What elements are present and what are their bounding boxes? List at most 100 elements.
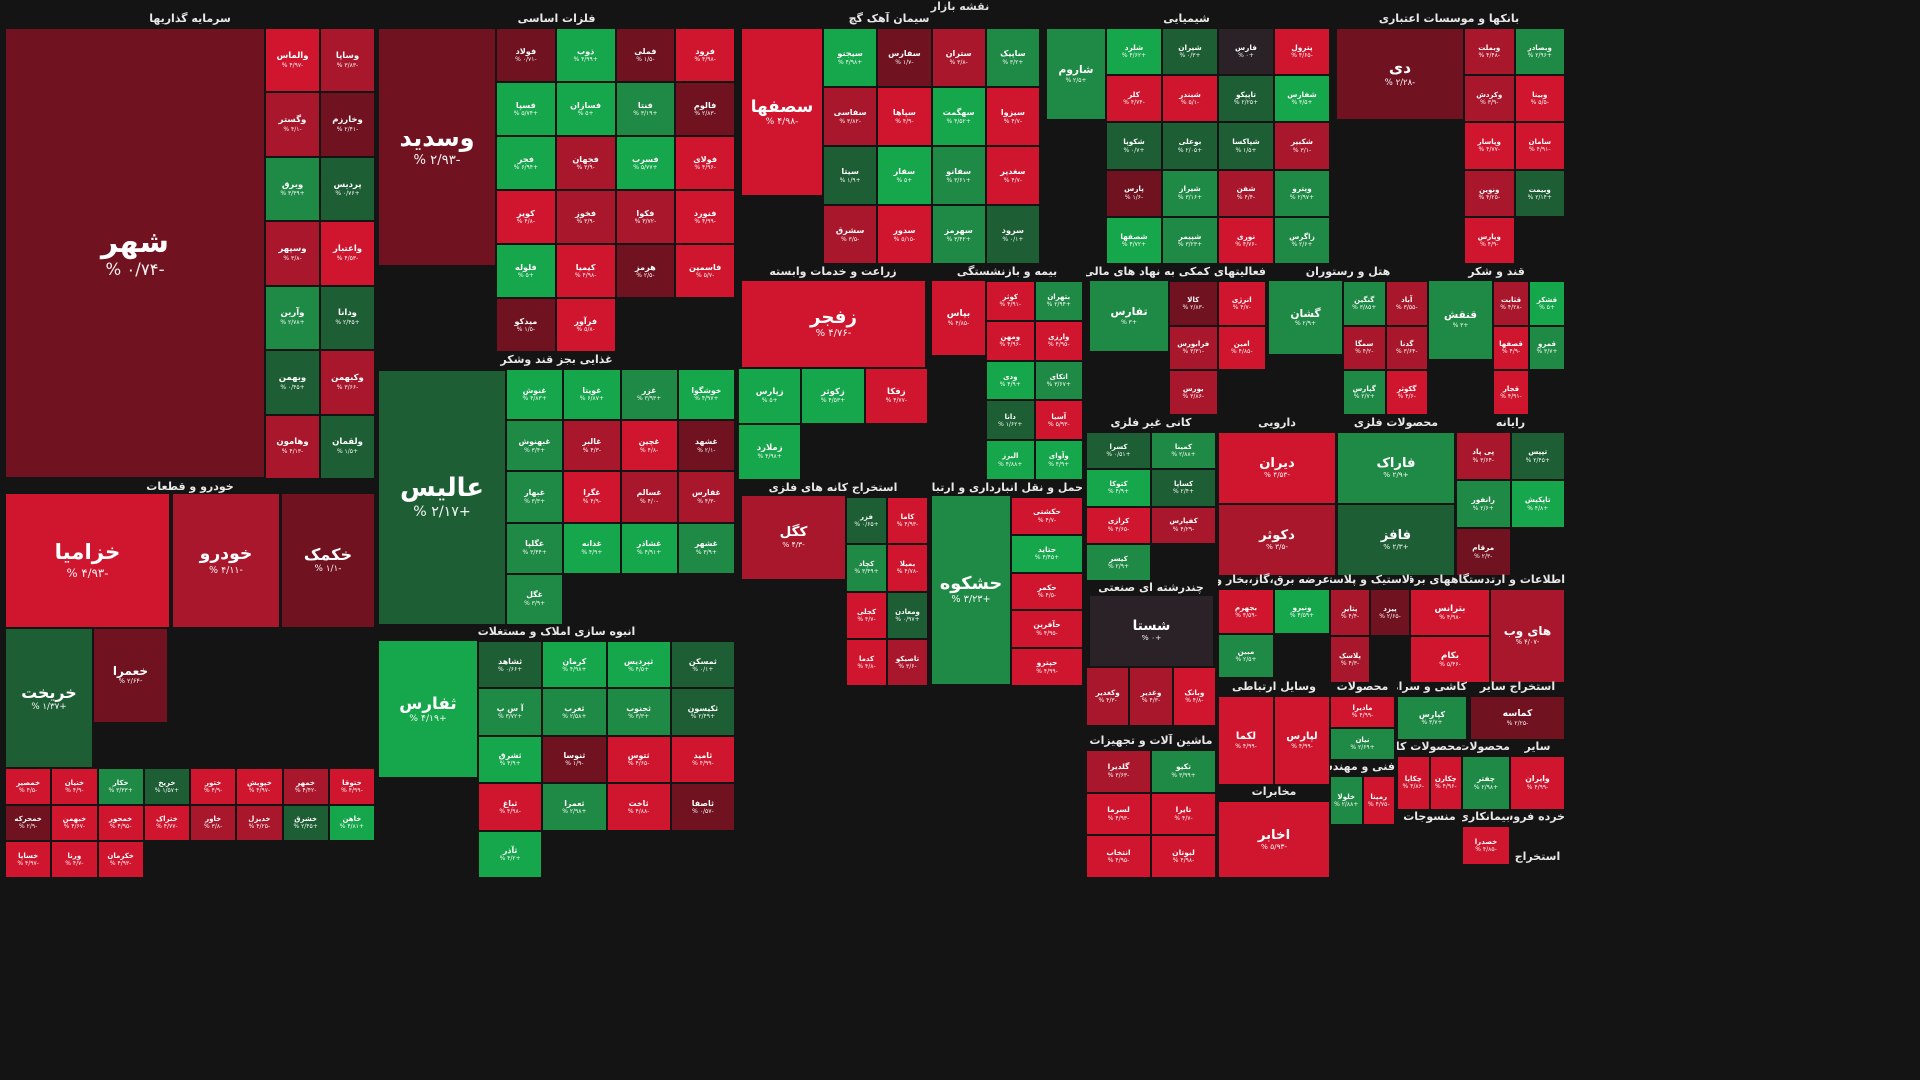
stock-tile[interactable]: انرژی -۴/۷ % — [1217, 281, 1266, 326]
stock-tile[interactable]: سفانو +۳/۶۱ % — [931, 146, 986, 205]
stock-tile[interactable]: زفجر -۴/۷۶ % — [741, 280, 926, 368]
stock-tile[interactable]: کجلی -۴/۷ % — [846, 591, 887, 639]
stock-tile[interactable]: فسپا +۵/۷۴ % — [496, 82, 556, 136]
stock-tile[interactable]: دی -۲/۲۸ % — [1336, 28, 1464, 120]
stock-tile[interactable]: فالوم -۲/۸۳ % — [675, 82, 735, 136]
stock-tile[interactable]: کلر -۴/۷۴ % — [1106, 75, 1162, 123]
stock-tile[interactable]: فرود -۴/۹۸ % — [675, 28, 735, 82]
stock-tile[interactable]: گلدیرا -۳/۶۳ % — [1086, 750, 1151, 793]
stock-tile[interactable]: چکاپا -۴/۸۶ % — [1397, 756, 1430, 810]
stock-tile[interactable]: غگل +۳/۹ % — [506, 573, 564, 625]
stock-tile[interactable]: سرود +۰/۱ % — [985, 205, 1040, 264]
stock-tile[interactable]: فاراک +۲/۹ % — [1337, 432, 1455, 504]
stock-tile[interactable]: ودانا +۲/۴۵ % — [320, 285, 375, 351]
stock-tile[interactable]: وارزی -۴/۹۵ % — [1034, 320, 1083, 361]
stock-tile[interactable]: واعتبار -۴/۵۳ % — [320, 221, 375, 286]
stock-tile[interactable]: خپویش -۴/۹۷ % — [236, 768, 283, 805]
stock-tile[interactable]: وبرق +۳/۴۹ % — [265, 156, 320, 222]
stock-tile[interactable]: فسرب +۵/۷۷ % — [615, 136, 676, 190]
stock-tile[interactable]: ستران -۳/۸ % — [931, 28, 986, 87]
stock-tile[interactable]: گدنا -۳/۶۴ % — [1385, 325, 1428, 371]
stock-tile[interactable]: شیران +۰/۳ % — [1162, 28, 1218, 76]
stock-tile[interactable]: سامان -۴/۹۱ % — [1514, 122, 1565, 170]
stock-tile[interactable]: ثعمرا +۲/۹۸ % — [542, 783, 607, 831]
stock-tile[interactable]: خشرق +۲/۴۵ % — [282, 804, 329, 842]
stock-tile[interactable]: شاروم +۲/۵ % — [1046, 28, 1106, 120]
stock-tile[interactable]: فسازان +۵ % — [555, 82, 616, 136]
stock-tile[interactable]: ثآذر +۴/۲ % — [478, 830, 543, 878]
stock-tile[interactable]: ورنا -۴/۷ % — [51, 841, 98, 878]
stock-tile[interactable]: غدانه +۴/۹ % — [563, 522, 621, 574]
stock-tile[interactable]: فخوز -۳/۹ % — [555, 190, 616, 244]
stock-tile[interactable]: زملارد +۴/۹۸ % — [738, 424, 802, 480]
stock-tile[interactable]: خنیان -۴/۹ % — [51, 768, 98, 805]
stock-tile[interactable]: کچاد +۳/۴۹ % — [846, 544, 887, 592]
stock-tile[interactable]: فولاد -۰/۷۱ % — [496, 28, 556, 82]
stock-tile[interactable]: فارس +۰ % — [1218, 28, 1274, 76]
stock-tile[interactable]: لکما -۴/۹۹ % — [1218, 696, 1274, 785]
stock-tile[interactable]: قنقش +۳ % — [1428, 280, 1493, 360]
stock-tile[interactable]: قصفها -۴/۹ % — [1493, 325, 1529, 371]
stock-tile[interactable]: امین -۴/۸۵ % — [1217, 325, 1266, 371]
stock-tile[interactable]: گپارس +۲/۷ % — [1343, 370, 1386, 415]
stock-tile[interactable]: چکارن -۴/۹۶ % — [1429, 756, 1462, 810]
stock-tile[interactable]: ساپیک +۳/۲ % — [985, 28, 1040, 87]
stock-tile[interactable]: سفارس -۱/۷ % — [877, 28, 932, 87]
stock-tile[interactable]: ختوقا -۴/۹۹ % — [328, 768, 375, 805]
stock-tile[interactable]: خدیزل -۴/۲۵ % — [236, 804, 283, 842]
stock-tile[interactable]: کماسه -۲/۲۵ % — [1470, 696, 1565, 740]
stock-tile[interactable]: خاور -۳/۸ % — [190, 804, 237, 842]
stock-tile[interactable]: شبندر -۵/۱ % — [1162, 75, 1218, 123]
stock-tile[interactable]: وبهمن +۰/۴۵ % — [265, 350, 320, 415]
stock-tile[interactable]: سفاسی -۳/۸۲ % — [823, 87, 878, 146]
stock-tile[interactable]: وآرین +۲/۷۸ % — [265, 285, 320, 351]
stock-tile[interactable]: سمگا -۴/۲ % — [1343, 325, 1386, 371]
stock-tile[interactable]: سیتا +۱/۹ % — [823, 146, 878, 205]
stock-tile[interactable]: ثاصفا -۰/۵۷ % — [670, 783, 735, 831]
stock-tile[interactable]: کرمان +۴/۹۸ % — [542, 641, 607, 689]
stock-tile[interactable]: مادیرا -۴/۹۹ % — [1330, 696, 1395, 728]
stock-tile[interactable]: کدما -۴/۸ % — [846, 638, 887, 686]
stock-tile[interactable]: خریخ +۱/۵۷ % — [143, 768, 190, 805]
stock-tile[interactable]: کویر -۴/۸ % — [496, 190, 556, 244]
stock-tile[interactable]: مرقام -۲/۳ % — [1456, 528, 1511, 576]
stock-tile[interactable]: خبهمن -۴/۶۷ % — [51, 804, 98, 842]
stock-tile[interactable]: وکغدیر -۴/۳ % — [1086, 667, 1130, 726]
stock-tile[interactable]: وهامون -۴/۱۳ % — [265, 414, 320, 479]
stock-tile[interactable]: گشان +۲/۹ % — [1268, 280, 1343, 355]
stock-tile[interactable]: سهگمت +۴/۵۲ % — [931, 87, 986, 146]
stock-tile[interactable]: پیزد -۲/۶۵ % — [1370, 589, 1410, 636]
stock-tile[interactable]: کرازی -۴/۶۵ % — [1086, 506, 1151, 544]
stock-tile[interactable]: حکشتی -۴/۷ % — [1011, 497, 1083, 535]
stock-tile[interactable]: شهر -۰/۷۴ % — [5, 28, 265, 478]
stock-tile[interactable]: کیسر +۲/۹ % — [1086, 543, 1151, 581]
stock-tile[interactable]: خساپا -۴/۹۷ % — [5, 841, 52, 878]
stock-tile[interactable]: خودرو -۴/۱۱ % — [172, 493, 280, 628]
stock-tile[interactable]: وپترو +۲/۹۷ % — [1274, 169, 1330, 217]
stock-tile[interactable]: خزامیا -۴/۹۳ % — [5, 493, 170, 628]
stock-tile[interactable]: ونیرو +۴/۵۹ % — [1274, 589, 1330, 634]
stock-tile[interactable]: بکام -۵/۴۶ % — [1410, 636, 1490, 683]
stock-tile[interactable]: قمرو +۳/۷ % — [1529, 325, 1565, 371]
stock-tile[interactable]: کالا -۲/۸۳ % — [1169, 281, 1218, 326]
stock-tile[interactable]: کتوکا +۴/۹ % — [1086, 469, 1151, 507]
stock-tile[interactable]: فلوله +۵ % — [496, 244, 556, 298]
stock-tile[interactable]: فرآور -۵/۸ % — [555, 298, 616, 352]
stock-tile[interactable]: کفپارس -۴/۲۹ % — [1151, 506, 1216, 544]
stock-tile[interactable]: نیان +۲/۶۹ % — [1330, 728, 1395, 760]
stock-tile[interactable]: وپاسار -۴/۷۷ % — [1464, 122, 1515, 170]
stock-tile[interactable]: ولقمان +۱/۵ % — [320, 414, 375, 479]
stock-tile[interactable]: غشهد -۲/۱ % — [677, 420, 735, 472]
stock-tile[interactable]: بتهران +۲/۹۴ % — [1034, 281, 1083, 321]
stock-tile[interactable]: مبین +۲/۵ % — [1218, 633, 1274, 678]
stock-tile[interactable]: ثنوسا -۱/۹ % — [542, 735, 607, 784]
stock-tile[interactable]: ونوین -۴/۲۵ % — [1464, 169, 1515, 217]
stock-tile[interactable]: وبیمت +۲/۱۴ % — [1514, 169, 1565, 217]
stock-tile[interactable]: ذوب +۴/۹۹ % — [555, 28, 616, 82]
stock-tile[interactable]: وغدیر -۴/۳ % — [1129, 667, 1173, 726]
stock-tile[interactable]: ثمسکن +۰/۱ % — [670, 641, 735, 689]
stock-tile[interactable]: قشکر +۵ % — [1529, 281, 1565, 326]
stock-tile[interactable]: فجر +۶/۹۴ % — [496, 136, 556, 190]
stock-tile[interactable]: دکوثر -۳/۵ % — [1218, 504, 1336, 576]
stock-tile[interactable]: خعمرا -۲/۶۴ % — [93, 628, 168, 723]
